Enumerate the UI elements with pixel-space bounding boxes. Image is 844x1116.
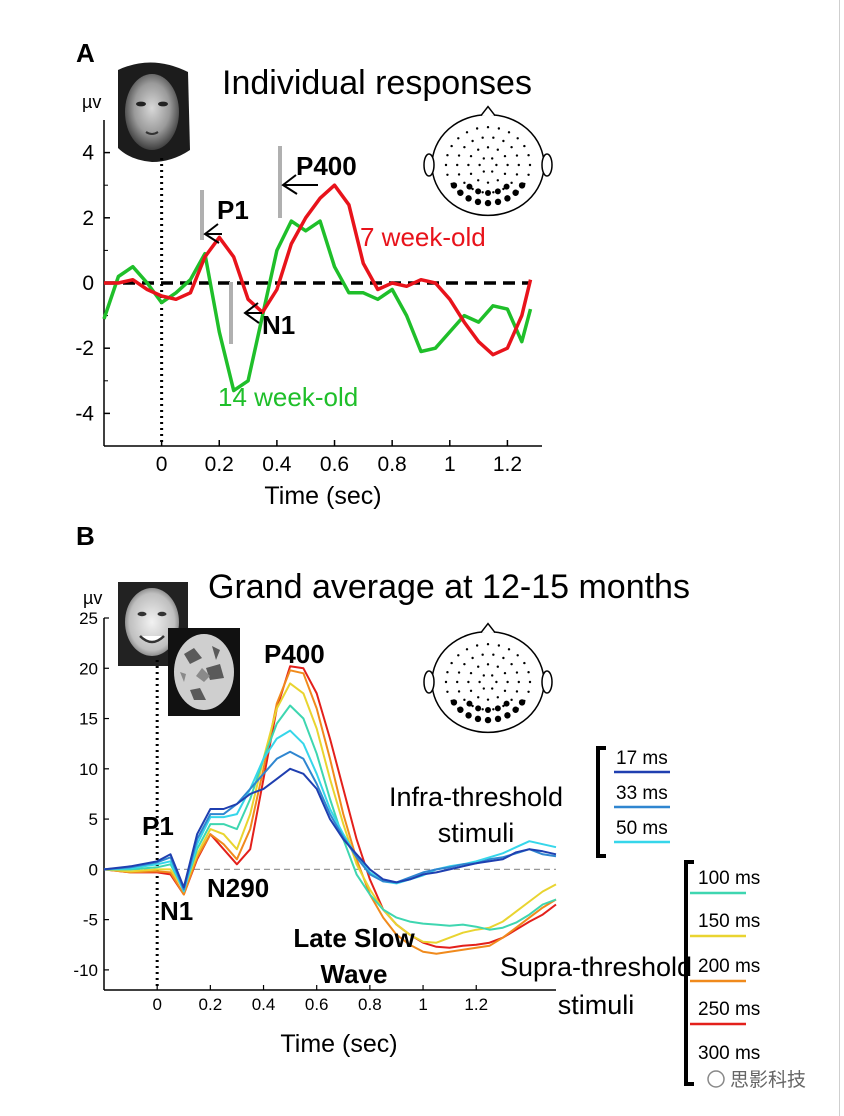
- legend-14-week-old: 14 week-old: [218, 382, 358, 412]
- legend-label-33ms: 33 ms: [616, 783, 668, 804]
- legend-label-150ms: 150 ms: [698, 911, 760, 932]
- series-line-200ms: [103, 669, 557, 955]
- infra-legend: 17 ms 33 ms 50 ms: [614, 748, 670, 844]
- scalp-electrode-map-icon: [423, 105, 553, 217]
- y-tick-label: -5: [83, 911, 98, 930]
- watermark: 思影科技: [730, 1069, 806, 1091]
- supra-threshold-label: Supra-threshold stimuli: [500, 952, 692, 1020]
- y-tick-label: -10: [73, 961, 98, 980]
- panel-b-axes: 25 20 15 10 5 0 -5 -10 0 0.2 0.4 0.6 0.8 1 1.2: [73, 609, 556, 1014]
- y-tick-label: 4: [82, 142, 94, 165]
- infra-threshold-label: Infra-threshold stimuli: [389, 782, 563, 848]
- series-line-0: [104, 183, 533, 357]
- y-tick-label: 10: [79, 760, 98, 779]
- wechat-icon: [707, 1070, 725, 1088]
- x-tick-label: 1: [444, 453, 456, 476]
- n290-label-b: N290: [207, 873, 269, 903]
- x-tick-label: 0.6: [320, 453, 349, 476]
- p400-marker-a: P400: [278, 146, 357, 218]
- x-tick-label: 1.2: [493, 453, 522, 476]
- y-tick-label: 25: [79, 609, 98, 628]
- p1-label-a: P1: [217, 195, 249, 225]
- panel-a-xlabel: Time (sec): [264, 482, 381, 510]
- x-tick-label: 0.6: [305, 995, 329, 1014]
- legend-label-200ms: 200 ms: [698, 956, 760, 977]
- p1-label-b: P1: [142, 811, 174, 841]
- panel-b-traces: [103, 665, 557, 955]
- y-tick-label: 15: [79, 710, 98, 729]
- x-tick-label: 0.4: [252, 995, 276, 1014]
- panel-b-xlabel: Time (sec): [280, 1030, 397, 1058]
- panel-a-label: A: [76, 38, 95, 68]
- n1-label-b: N1: [160, 896, 193, 926]
- x-tick-label: 0: [156, 453, 168, 476]
- n1-marker-a: N1: [229, 282, 295, 344]
- series-line-1: [102, 219, 533, 393]
- smiling-face-photo-icon: [118, 582, 188, 666]
- p400-label-a: P400: [296, 151, 357, 181]
- y-tick-label: 0: [82, 272, 94, 295]
- legend-label-100ms: 100 ms: [698, 868, 760, 889]
- scrambled-face-photo-icon: [168, 628, 240, 716]
- supra-bracket: [684, 860, 694, 1086]
- n1-label-a: N1: [262, 310, 295, 340]
- p1-marker-a: P1: [200, 190, 249, 244]
- y-tick-label: 0: [89, 860, 98, 879]
- scalp-electrode-map-icon-b: [423, 622, 553, 734]
- y-tick-label: 5: [89, 810, 98, 829]
- p400-label-b: P400: [264, 639, 325, 669]
- y-tick-label: 2: [82, 207, 94, 230]
- panel-b-unit: µv: [83, 588, 102, 608]
- panel-a-unit: µv: [82, 92, 101, 112]
- y-tick-label: -4: [75, 402, 94, 425]
- x-tick-label: 0.2: [205, 453, 234, 476]
- x-tick-label: 0.8: [358, 995, 382, 1014]
- legend-label-250ms: 250 ms: [698, 999, 760, 1020]
- panel-a-title: Individual responses: [222, 64, 532, 102]
- legend-7-week-old: 7 week-old: [360, 222, 486, 252]
- x-tick-label: 0.4: [262, 453, 292, 476]
- panel-a-traces: [102, 183, 533, 393]
- y-tick-label: 20: [79, 659, 98, 678]
- panel-b-title: Grand average at 12-15 months: [208, 568, 690, 606]
- x-tick-label: 1.2: [464, 995, 488, 1014]
- legend-label-17ms: 17 ms: [616, 748, 668, 769]
- y-tick-label: -2: [75, 337, 94, 360]
- panel-b-label: B: [76, 521, 95, 551]
- page-border: [839, 0, 840, 1116]
- panel-a: A Individual responses µv 4 2 0 -2 -4 0 0.2 0.4…: [75, 38, 553, 510]
- x-tick-label: 1: [418, 995, 427, 1014]
- face-photo-icon: [112, 62, 192, 162]
- legend-label-50ms: 50 ms: [616, 818, 668, 839]
- late-slow-wave-label: Late Slow Wave: [293, 923, 415, 989]
- legend-label-300ms: 300 ms: [698, 1043, 760, 1064]
- series-line-33ms: [103, 750, 557, 891]
- series-line-17ms: [103, 767, 557, 889]
- x-tick-label: 0.2: [199, 995, 223, 1014]
- series-line-50ms: [103, 729, 557, 893]
- panel-b: B Grand average at 12-15 months µv 25 20 1…: [73, 521, 806, 1091]
- x-tick-label: 0.8: [378, 453, 407, 476]
- infra-bracket: [596, 746, 606, 858]
- supra-legend: 100 ms 150 ms 200 ms 250 ms 300 ms: [690, 868, 760, 1064]
- x-tick-label: 0: [152, 995, 161, 1014]
